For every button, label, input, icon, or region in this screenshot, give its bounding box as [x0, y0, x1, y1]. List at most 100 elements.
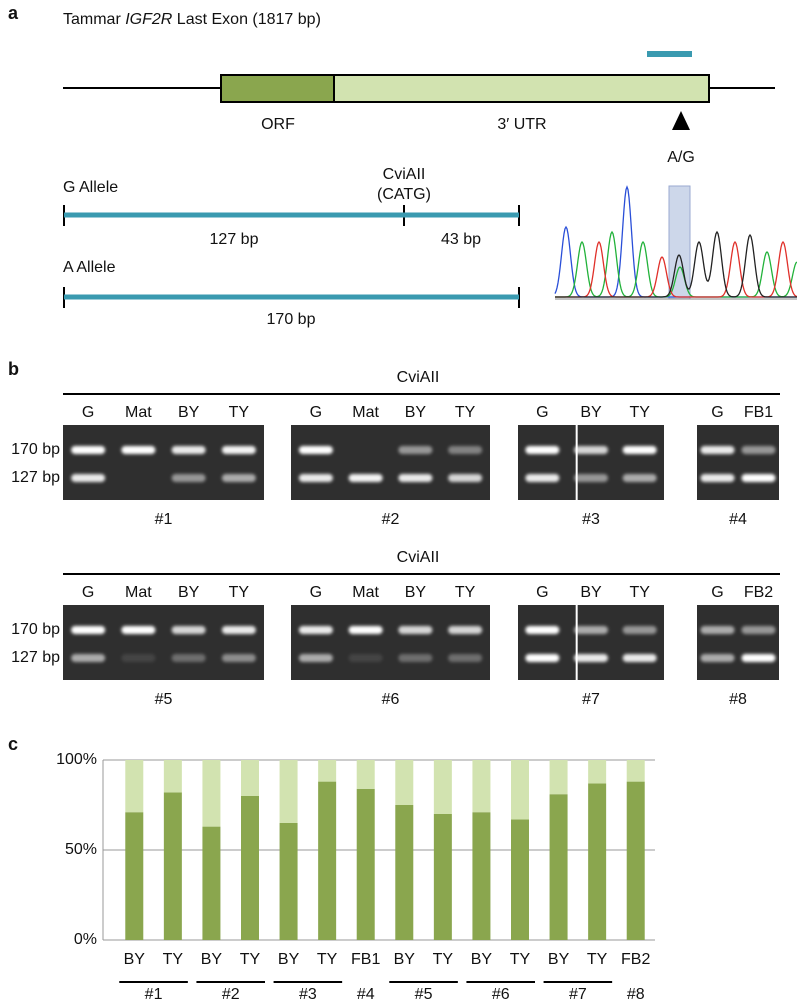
x-tick-label: BY [394, 951, 416, 968]
band [121, 446, 156, 454]
band [171, 474, 206, 482]
band [221, 446, 256, 454]
band [700, 626, 735, 634]
group-label: #7 [569, 986, 587, 1002]
bar [511, 760, 529, 820]
lane-label: Mat [352, 404, 379, 421]
band [221, 626, 256, 634]
x-tick-label: BY [548, 951, 570, 968]
lane-label: FB1 [744, 404, 773, 421]
lane-label: BY [405, 404, 427, 421]
band [525, 654, 560, 662]
lane-label: G [536, 584, 548, 601]
bar [202, 760, 221, 827]
x-tick-label: BY [201, 951, 223, 968]
lane-label: Mat [352, 584, 379, 601]
bar [356, 760, 375, 789]
band [622, 474, 657, 482]
x-tick-label: BY [278, 951, 300, 968]
band [298, 626, 333, 634]
bar [472, 812, 491, 940]
band [348, 626, 383, 634]
bar [472, 760, 491, 813]
x-tick-label: TY [163, 951, 184, 968]
utr-label: 3′ UTR [497, 116, 546, 133]
band [348, 654, 383, 662]
band [700, 654, 735, 662]
band [171, 446, 206, 454]
allele-name: A Allele [63, 259, 116, 276]
lane-label: BY [405, 584, 427, 601]
gel [518, 605, 664, 680]
band [71, 626, 106, 634]
band [574, 654, 608, 662]
group-label: #5 [415, 986, 433, 1002]
fragment-label: 43 bp [441, 231, 481, 248]
band [298, 446, 333, 454]
bar [318, 760, 337, 782]
lane-label: TY [455, 584, 476, 601]
lane-label: G [310, 584, 322, 601]
chart: c 0% 50% 100% BY TY BY TY BY TY FB1 BY TY BY TY BY TY FB2… [8, 734, 655, 1002]
band [448, 626, 483, 634]
band [622, 626, 657, 634]
band [71, 654, 106, 662]
band [448, 654, 483, 662]
lane-label: BY [580, 584, 602, 601]
lane-label: BY [178, 584, 200, 601]
band [171, 654, 206, 662]
bar [356, 788, 375, 940]
ticks [63, 205, 520, 308]
band [741, 654, 776, 662]
title: Tammar IGF2R Last Exon (1817 bp) [63, 11, 321, 28]
lane-label: G [711, 584, 723, 601]
band [574, 626, 608, 634]
gel [697, 425, 779, 500]
gel [518, 425, 664, 500]
gel-label: #2 [382, 511, 400, 528]
lane-label: TY [629, 404, 650, 421]
bar [202, 826, 221, 940]
y-tick-label: 50% [65, 841, 97, 858]
group-label: #6 [492, 986, 510, 1002]
x-tick-label: TY [240, 951, 261, 968]
orf-box [220, 74, 335, 103]
bar [125, 760, 144, 813]
enzyme: CviAII [397, 369, 440, 386]
gene-name: IGF2R [125, 11, 173, 28]
lane-label: TY [229, 404, 250, 421]
title-prefix: Tammar [63, 11, 125, 28]
lane-label: TY [455, 404, 476, 421]
band [622, 654, 657, 662]
bar [433, 760, 452, 814]
band [298, 654, 333, 662]
orf-label: ORF [261, 116, 295, 133]
x-tick-label: FB1 [351, 951, 380, 968]
size-label: 127 bp [11, 649, 60, 666]
band [221, 654, 256, 662]
gel [291, 425, 490, 500]
size-label: 170 bp [11, 441, 60, 458]
trace [555, 230, 797, 298]
bar [318, 781, 337, 940]
group-label: #8 [627, 986, 645, 1002]
band [741, 474, 776, 482]
gel-label: #7 [582, 691, 600, 708]
lane-label: G [310, 404, 322, 421]
band [525, 474, 560, 482]
size-label: 170 bp [11, 621, 60, 638]
lane-label: G [82, 404, 94, 421]
group-label: #1 [145, 986, 163, 1002]
lane-label: G [711, 404, 723, 421]
fragment-label: 170 bp [267, 311, 316, 328]
lane-label: BY [580, 404, 602, 421]
lane-label: G [82, 584, 94, 601]
x-tick-label: TY [433, 951, 454, 968]
gel [63, 425, 264, 500]
chromatogram [554, 185, 797, 298]
lane-label: Mat [125, 404, 152, 421]
group-label: #4 [357, 986, 375, 1002]
band [525, 626, 560, 634]
bar [279, 823, 298, 940]
bar [549, 794, 568, 940]
